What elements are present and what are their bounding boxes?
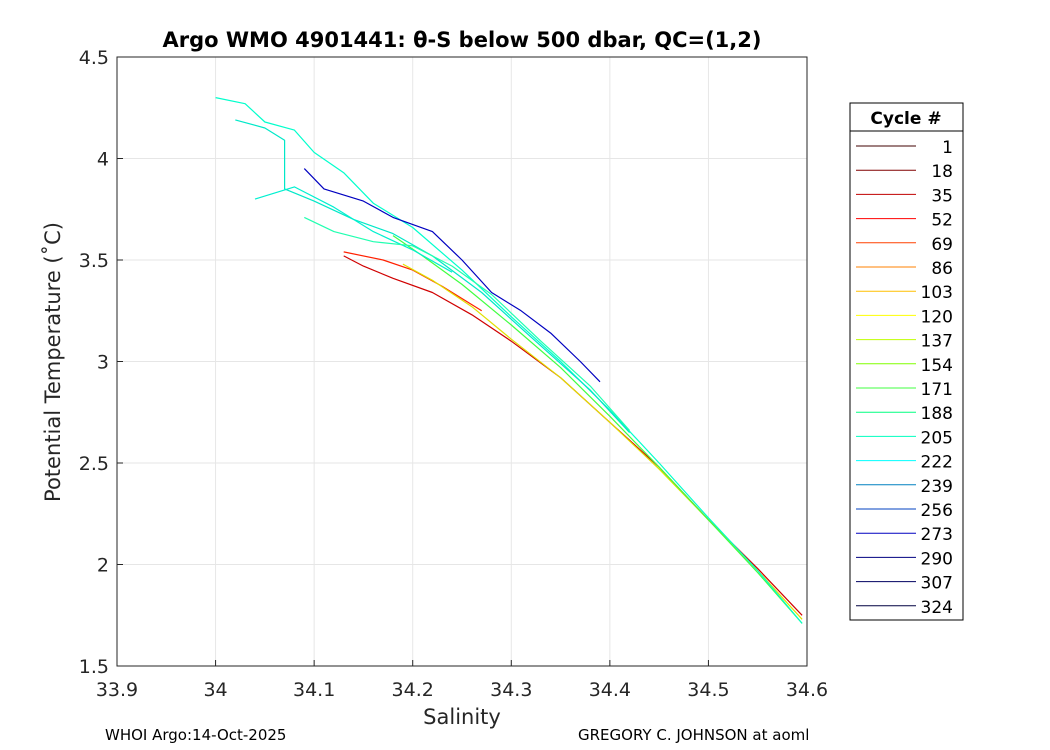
x-tick-label: 34.1 xyxy=(293,679,335,701)
x-tick-label: 34.4 xyxy=(589,679,631,701)
legend-entry-label: 290 xyxy=(921,549,953,569)
y-tick-label: 3 xyxy=(97,352,109,374)
chart-title: Argo WMO 4901441: θ-S below 500 dbar, QC… xyxy=(163,28,762,52)
y-axis-ticks: 1.5 2 2.5 3 3.5 4 4.5 xyxy=(79,47,123,678)
x-tick-label: 34.3 xyxy=(490,679,532,701)
legend-entry-label: 222 xyxy=(921,453,953,473)
series-line-teal-mid xyxy=(304,216,631,431)
y-tick-label: 4 xyxy=(97,149,109,171)
y-tick-label: 3.5 xyxy=(79,250,109,272)
legend-box xyxy=(849,102,964,621)
legend-entry-label: 52 xyxy=(931,211,953,231)
legend-entry-label: 69 xyxy=(931,235,953,255)
legend-entry-label: 188 xyxy=(921,404,953,424)
series-line-yellow-group xyxy=(402,263,803,620)
series-line-blue-line xyxy=(303,168,601,383)
series-line-cyan-long-2 xyxy=(235,119,631,434)
y-tick-label: 1.5 xyxy=(79,656,109,678)
x-axis-label: Salinity xyxy=(423,705,501,729)
legend-entry-label: 324 xyxy=(921,598,953,618)
legend-entries: 1 18 35 52 69 86 103 120 137 154 171 188 205 222 239 25… xyxy=(856,138,953,618)
legend-entry-label: 1 xyxy=(942,138,953,158)
legend-entry-label: 103 xyxy=(921,283,953,303)
x-tick-label: 34 xyxy=(203,679,227,701)
legend-entry-label: 154 xyxy=(921,356,953,376)
x-tick-label: 34.2 xyxy=(392,679,434,701)
y-tick-label: 2 xyxy=(97,555,109,577)
series-line-green-group xyxy=(392,235,803,624)
legend-entry-label: 273 xyxy=(921,525,953,545)
legend-title: Cycle # xyxy=(870,109,941,129)
x-tick-label: 34.5 xyxy=(687,679,729,701)
legend-entry-label: 256 xyxy=(921,501,953,521)
y-tick-label: 2.5 xyxy=(79,453,109,475)
legend-entry-label: 171 xyxy=(921,380,953,400)
series-line-cyan-long-1 xyxy=(215,97,803,624)
legend-entry-label: 239 xyxy=(921,477,953,497)
legend-entry-label: 18 xyxy=(931,162,953,182)
footer-left: WHOI Argo:14-Oct-2025 xyxy=(105,726,286,744)
x-tick-label: 33.9 xyxy=(96,679,138,701)
footer-right: GREGORY C. JOHNSON at aoml xyxy=(578,726,809,744)
x-axis-ticks: 33.9 34 34.1 34.2 34.3 34.4 34.5 34.6 xyxy=(96,660,828,701)
legend-entry-label: 35 xyxy=(931,186,953,206)
legend-entry-label: 86 xyxy=(931,259,953,279)
y-axis-label: Potential Temperature (˚C) xyxy=(41,222,65,502)
legend-entry-label: 205 xyxy=(921,428,953,448)
legend-entry-label: 307 xyxy=(921,574,953,594)
legend-entry-label: 120 xyxy=(921,307,953,327)
legend: Cycle # 1 18 35 52 69 86 103 120 137 154 171 188 205… xyxy=(849,102,964,621)
y-tick-label: 4.5 xyxy=(79,47,109,69)
plot-area xyxy=(215,97,803,624)
series-line-cyan-short xyxy=(254,186,453,273)
x-tick-label: 34.6 xyxy=(786,679,828,701)
legend-entry-label: 137 xyxy=(921,332,953,352)
